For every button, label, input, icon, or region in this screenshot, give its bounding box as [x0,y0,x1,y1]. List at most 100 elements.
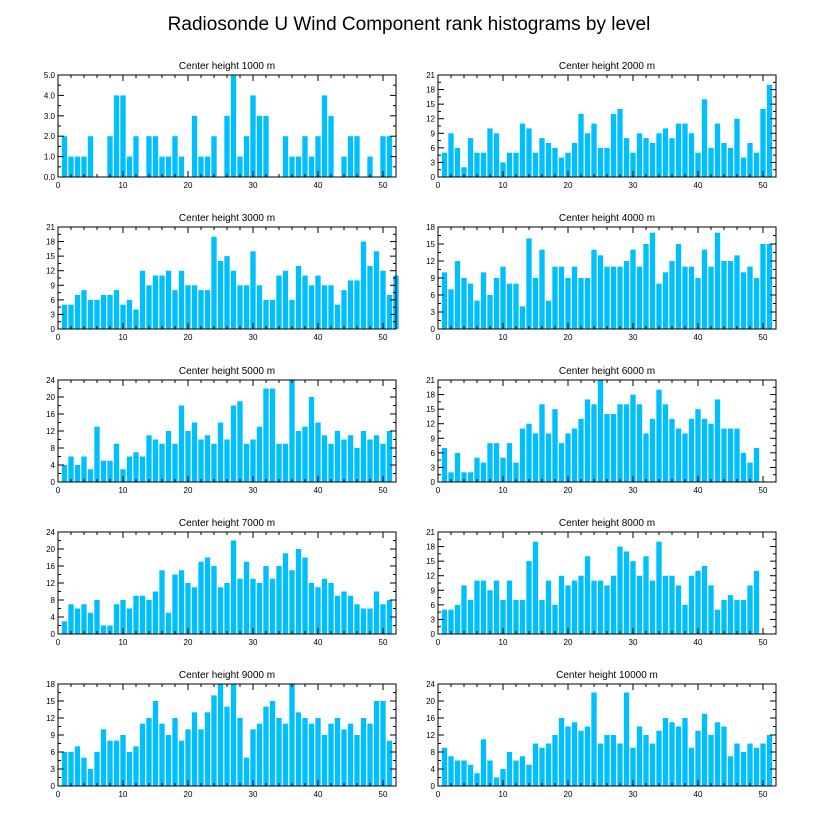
histogram-bar [328,115,334,177]
histogram-bar [256,115,263,177]
y-tick-label: 12 [46,714,55,723]
x-tick-label: 20 [184,181,193,190]
histogram-bar [454,261,461,329]
histogram-bar [302,426,308,482]
histogram-bar [656,133,662,177]
histogram-bar [263,388,269,482]
histogram-bar [578,113,584,177]
y-tick-label: 9 [51,281,56,290]
histogram-bar [617,743,623,786]
histogram-bar [87,769,94,786]
histogram-bar [643,433,649,482]
histogram-bar [493,580,500,634]
histogram-bar [487,443,493,482]
histogram-bar [217,422,224,482]
histogram-bar [360,241,367,329]
histogram-bar [360,431,367,482]
histogram-bar [760,743,766,786]
histogram-bar [649,143,656,177]
x-tick-label: 10 [499,790,508,799]
histogram-bar [506,152,513,177]
histogram-bar [315,275,321,329]
y-tick-label: 21 [426,71,435,80]
histogram-bar [487,128,493,177]
histogram-bar [380,443,386,482]
histogram-bar [526,561,532,634]
histogram-bar [500,266,506,329]
histogram-bar [133,746,139,786]
histogram-bar [636,266,643,329]
histogram-bar [448,472,454,482]
histogram-bar [204,290,211,329]
histogram-bar [701,418,708,482]
histogram-bar [526,238,532,329]
histogram-bar [328,583,334,634]
histogram-bar [256,285,263,329]
y-tick-label: 16 [46,562,55,571]
histogram-bar [341,439,347,482]
histogram-bar [107,460,113,482]
histogram-bar [237,285,243,329]
histogram-bar [649,418,656,482]
histogram-bar [740,752,747,786]
histogram-bar [178,156,185,177]
histogram-bar [146,600,152,634]
histogram-bar [295,156,302,177]
x-tick-label: 20 [564,790,573,799]
histogram-bar [120,95,126,177]
histogram-bar [282,136,289,177]
histogram-bar [237,578,243,634]
histogram-bar [367,723,373,786]
histogram-bar [191,115,198,177]
histogram-bar [500,457,506,482]
x-tick-label: 0 [56,181,61,190]
histogram-bar [467,472,474,482]
histogram-bar [321,578,328,634]
y-tick-label: 4 [431,765,436,774]
histogram-bar [591,123,597,177]
x-tick-label: 30 [629,486,638,495]
histogram-bar [367,156,373,177]
y-tick-label: 4.0 [44,91,56,100]
histogram-bar [152,591,159,634]
histogram-bar [500,600,506,634]
histogram-bar [461,760,467,786]
histogram-bar [578,418,584,482]
y-tick-label: 12 [426,572,435,581]
histogram-bar [243,757,250,786]
histogram-bar [165,156,172,177]
histogram-bar [695,409,701,482]
x-tick-label: 20 [564,638,573,647]
histogram-bar [334,595,341,634]
histogram-bar [643,735,649,786]
x-tick-label: 30 [629,333,638,342]
histogram-bar [591,580,597,634]
histogram-bar [669,722,675,786]
histogram-bar [571,266,578,329]
histogram-bar [552,735,558,786]
histogram-bar [474,300,480,329]
histogram-bar [753,570,760,634]
panel-title: Center height 9000 m [179,670,275,681]
histogram-bar [113,95,120,177]
histogram-bar [727,595,734,634]
x-tick-label: 10 [119,638,128,647]
histogram-bar [727,147,734,177]
histogram-bar [289,156,295,177]
histogram-bar [139,456,146,482]
histogram-bar [487,590,493,634]
histogram-bar [571,580,578,634]
histogram-bar [315,718,321,786]
histogram-bar [315,587,321,634]
histogram-bar [662,575,669,634]
histogram-bar [211,236,217,329]
histogram-bar [191,285,198,329]
histogram-bar [766,84,773,177]
histogram-bar [263,115,269,177]
histogram-bar [727,261,734,329]
histogram-bar [526,764,532,786]
histogram-bar [695,278,701,329]
histogram-bar [243,561,250,634]
y-tick-label: 18 [426,86,435,95]
histogram-bar [250,578,256,634]
